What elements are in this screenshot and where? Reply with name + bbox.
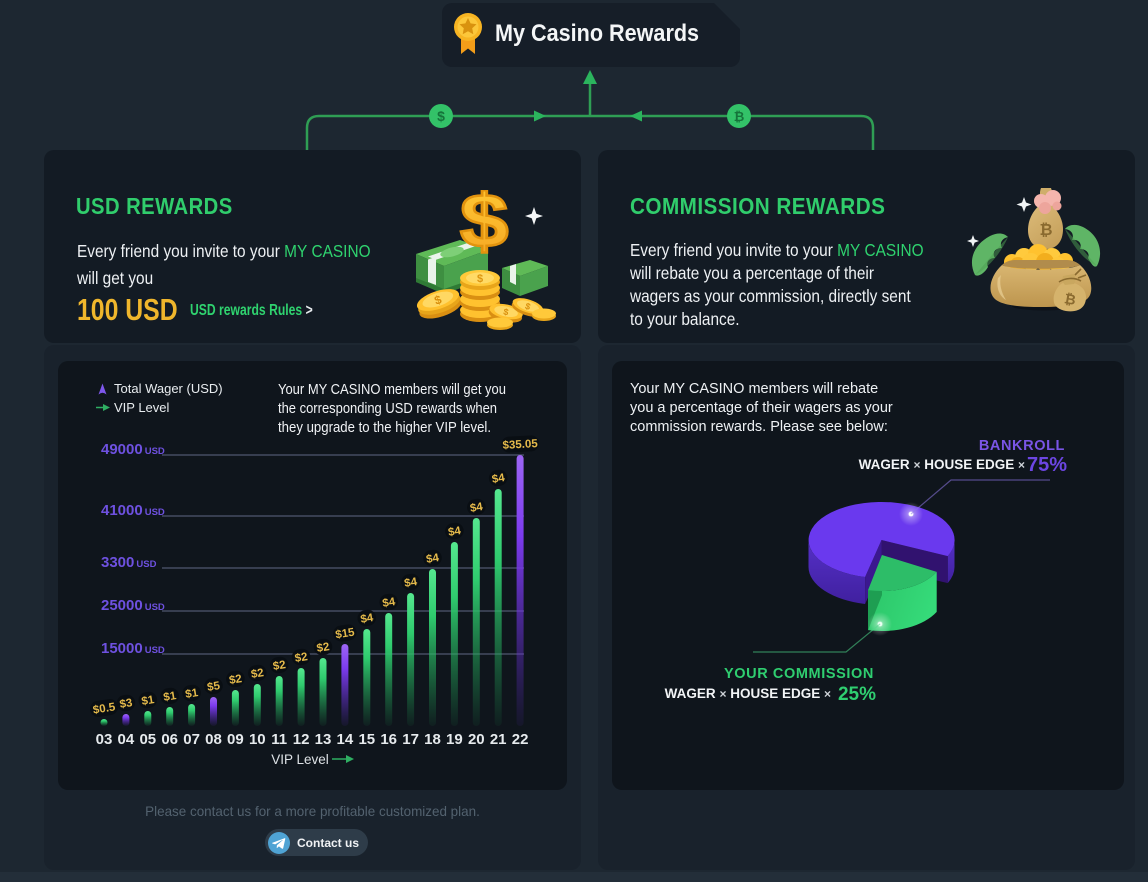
svg-text:$: $ (460, 190, 509, 264)
svg-text:BANKROLL: BANKROLL (979, 438, 1065, 454)
svg-text:10: 10 (249, 731, 266, 748)
svg-text:75%: 75% (1027, 454, 1067, 476)
svg-text:$3: $3 (119, 697, 134, 711)
svg-text:VIP Level: VIP Level (271, 752, 329, 767)
svg-text:WAGER × HOUSE EDGE ×: WAGER × HOUSE EDGE × (665, 686, 831, 701)
svg-text:$2: $2 (316, 641, 331, 655)
svg-text:VIP Level: VIP Level (114, 400, 170, 415)
svg-text:$2: $2 (250, 667, 265, 681)
svg-text:YOUR COMMISSION: YOUR COMMISSION (724, 666, 874, 682)
svg-text:06: 06 (161, 731, 178, 748)
svg-text:18: 18 (424, 731, 441, 748)
svg-text:13: 13 (315, 731, 332, 748)
svg-text:08: 08 (205, 731, 222, 748)
svg-text:15: 15 (358, 731, 375, 748)
svg-text:$: $ (524, 301, 532, 312)
svg-text:$4: $4 (447, 525, 462, 539)
svg-text:14: 14 (337, 731, 354, 748)
svg-text:19: 19 (446, 731, 463, 748)
svg-text:22: 22 (512, 731, 529, 748)
svg-text:17: 17 (402, 731, 419, 748)
svg-text:11: 11 (271, 731, 287, 748)
svg-text:16: 16 (380, 731, 397, 748)
svg-text:$2: $2 (294, 651, 309, 665)
svg-text:$4: $4 (469, 501, 484, 515)
svg-text:$35.05: $35.05 (502, 438, 538, 452)
svg-text:$1: $1 (141, 694, 156, 708)
svg-text:07: 07 (183, 731, 200, 748)
svg-text:$4: $4 (425, 552, 440, 566)
svg-text:20: 20 (468, 731, 485, 748)
svg-text:04: 04 (118, 731, 135, 748)
svg-text:$5: $5 (206, 680, 221, 694)
svg-text:$: $ (503, 307, 510, 318)
svg-text:$2: $2 (272, 659, 287, 673)
svg-text:$1: $1 (163, 690, 178, 704)
svg-text:$: $ (433, 292, 444, 307)
svg-text:$: $ (437, 108, 445, 124)
svg-text:03: 03 (96, 731, 113, 748)
svg-text:21: 21 (490, 731, 507, 748)
svg-text:$0.5: $0.5 (92, 701, 117, 716)
svg-text:Total Wager (USD): Total Wager (USD) (114, 381, 223, 396)
svg-text:₿: ₿ (734, 109, 745, 124)
svg-text:$4: $4 (382, 596, 397, 610)
svg-text:the corresponding USD rewards: the corresponding USD rewards when (278, 401, 497, 417)
svg-text:₿: ₿ (1063, 290, 1077, 308)
svg-text:$1: $1 (184, 687, 199, 701)
svg-text:$4: $4 (403, 576, 418, 590)
svg-text:₿: ₿ (1039, 221, 1052, 239)
svg-text:12: 12 (293, 731, 310, 748)
svg-text:$15: $15 (335, 626, 356, 641)
svg-text:$4: $4 (491, 472, 506, 486)
svg-text:09: 09 (227, 731, 244, 748)
svg-text:Your MY CASINO members will ge: Your MY CASINO members will get you (278, 382, 506, 398)
svg-text:$4: $4 (360, 612, 375, 626)
svg-text:WAGER × HOUSE EDGE ×: WAGER × HOUSE EDGE × (859, 457, 1025, 472)
svg-text:they upgrade to the higher VIP: they upgrade to the higher VIP level. (278, 420, 491, 436)
svg-text:05: 05 (139, 731, 156, 748)
svg-text:$: $ (477, 273, 483, 285)
svg-text:$2: $2 (228, 673, 243, 687)
svg-text:25%: 25% (838, 684, 876, 705)
